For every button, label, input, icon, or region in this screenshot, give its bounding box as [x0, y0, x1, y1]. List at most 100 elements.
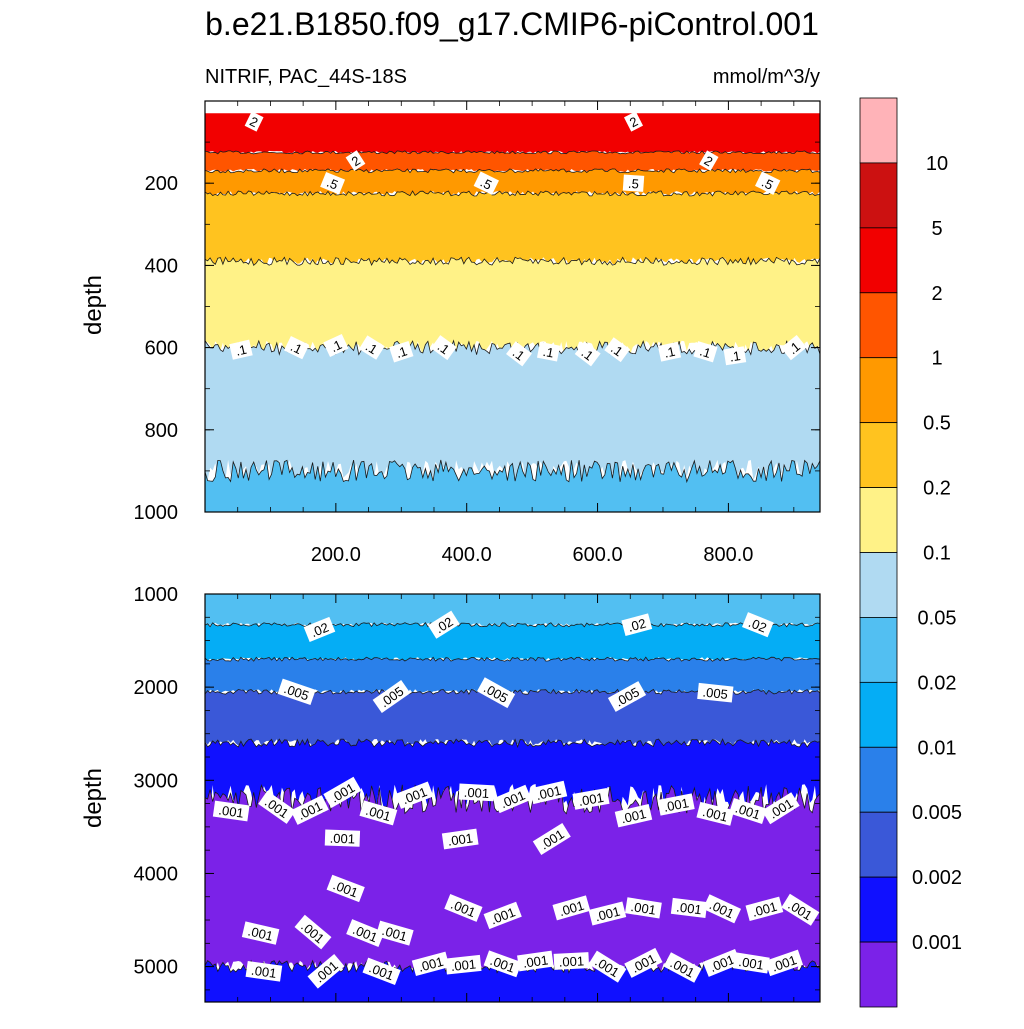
contour-label: .5: [320, 171, 346, 195]
x-tick-label: 200.0: [311, 544, 361, 566]
contour-label: .001: [553, 952, 590, 970]
svg-text:.1: .1: [542, 344, 556, 361]
colorbar-swatch: [859, 876, 898, 943]
variable-label: NITRIF, PAC_44S-18S: [205, 66, 407, 88]
svg-text:.001: .001: [676, 899, 703, 917]
contour-label: .5: [473, 171, 499, 195]
contour-label: .001: [529, 780, 568, 805]
contour-label: .1: [604, 337, 631, 363]
contour-label: .001: [212, 800, 250, 822]
svg-text:.001: .001: [630, 899, 657, 918]
colorbar-label: 10: [926, 153, 948, 175]
contour-label: .001: [441, 828, 479, 850]
y-tick-label: 3000: [134, 770, 179, 792]
svg-text:.1: .1: [728, 348, 741, 365]
contour-label: .1: [536, 341, 561, 362]
contour-label: 2: [345, 150, 366, 171]
x-tick-label: 400.0: [442, 544, 492, 566]
svg-text:.001: .001: [380, 923, 408, 944]
contour-label: .001: [517, 950, 554, 972]
colorbar-label: 0.001: [912, 932, 962, 954]
colorbar-label: 0.2: [923, 478, 951, 500]
y-tick-label: 2000: [134, 677, 179, 699]
svg-text:.001: .001: [620, 806, 648, 826]
top-panel-ylabel: depth: [80, 275, 107, 335]
svg-text:.001: .001: [447, 830, 474, 848]
contour-label: .001: [657, 793, 695, 816]
contour-label: .001: [241, 921, 280, 945]
y-tick-label: 400: [145, 255, 178, 277]
svg-text:.001: .001: [738, 954, 765, 973]
contour-label: .001: [588, 901, 627, 926]
svg-text:.005: .005: [702, 684, 729, 702]
contour-line: [205, 168, 820, 174]
colorbar-label: 2: [931, 283, 942, 305]
y-tick-label: 200: [145, 173, 178, 195]
colorbar-swatch: [859, 227, 898, 294]
svg-text:.001: .001: [701, 804, 729, 825]
contour-label: .001: [445, 954, 482, 975]
top-panel: 2 22 2.5.5.5.5.1.1.1.1.1.1.1.1.1.1.1.1.1.1…: [134, 100, 821, 566]
svg-text:.001: .001: [557, 898, 585, 919]
contour-label: .001: [458, 783, 495, 802]
contour-label: .001: [411, 951, 450, 977]
y-tick-label: 600: [145, 338, 178, 360]
contour-band: [205, 622, 820, 662]
contour-line: [205, 256, 820, 266]
contour-label: .1: [323, 333, 349, 358]
contour-label: 2: [623, 111, 644, 132]
colorbar-swatch: [859, 552, 898, 618]
contour-label: .001: [614, 803, 653, 828]
colorbar-label: 0.005: [912, 802, 962, 824]
contour-label: .1: [693, 341, 718, 363]
colorbar-swatch: [859, 746, 898, 813]
colorbar-label: 0.01: [918, 737, 957, 759]
contour-label: 2: [699, 150, 719, 171]
x-tick-label: 800.0: [703, 544, 753, 566]
plot-frame: [204, 593, 821, 1003]
contour-line: [205, 190, 820, 197]
contour-label: .001: [728, 798, 768, 824]
contour-label: 2: [244, 111, 264, 132]
colorbar-label: 1: [931, 348, 942, 370]
contour-label: .001: [324, 829, 361, 847]
contour-band: [205, 113, 820, 154]
contour-label: .02: [303, 616, 336, 642]
svg-text:.5: .5: [325, 175, 341, 193]
units-label: mmol/m^3/y: [713, 66, 820, 88]
contour-label: .1: [506, 341, 532, 367]
contour-label: .5: [755, 171, 781, 195]
colorbar-swatch: [859, 811, 898, 878]
contour-band: [205, 168, 820, 196]
contour-label: .1: [574, 341, 601, 367]
contour-label: .005: [697, 682, 734, 703]
svg-text:.001: .001: [218, 802, 245, 820]
colorbar-label: 0.002: [912, 867, 962, 889]
chart-title: b.e21.B1850.f09_g17.CMIP6-piControl.001: [205, 6, 819, 42]
contour-label: .001: [359, 800, 398, 826]
svg-text:.001: .001: [463, 785, 489, 801]
contour-band: [205, 191, 820, 266]
svg-text:.02: .02: [746, 615, 768, 636]
colorbar-label: 0.05: [918, 607, 957, 629]
svg-text:.001: .001: [250, 963, 277, 981]
contour-label: .1: [358, 335, 385, 360]
svg-text:.001: .001: [558, 953, 584, 969]
colorbar-swatch: [859, 681, 898, 748]
contour-label: .1: [283, 335, 310, 360]
svg-text:.001: .001: [750, 899, 778, 920]
colorbar-swatch: [859, 422, 898, 488]
contour-band: [205, 657, 820, 695]
contour-label: .001: [375, 920, 414, 946]
contour-band: [205, 460, 820, 512]
contour-line: [205, 656, 820, 662]
x-tick-label: 600.0: [573, 544, 623, 566]
svg-text:.02: .02: [308, 620, 330, 641]
contour-label: .001: [294, 914, 332, 950]
contour-label: .02: [621, 613, 653, 636]
svg-text:.001: .001: [450, 956, 477, 974]
y-tick-label: 1000: [134, 584, 179, 606]
svg-text:.001: .001: [329, 831, 355, 847]
